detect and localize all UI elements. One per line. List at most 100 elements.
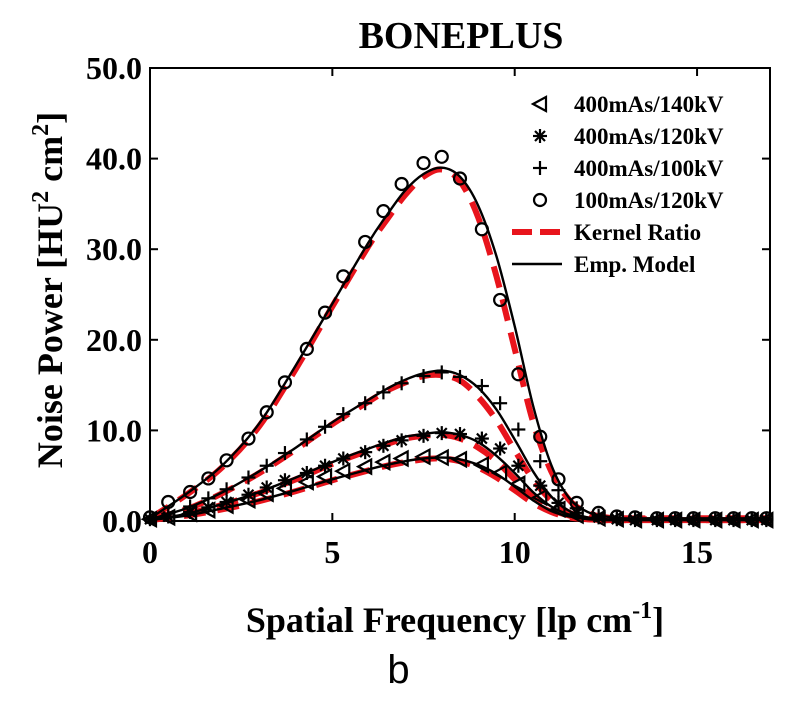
plus-data-point — [318, 419, 333, 434]
circle-data-point — [376, 204, 391, 219]
circle-data-point — [241, 431, 256, 446]
y-axis-label-mid: cm — [30, 136, 70, 191]
x-axis-label-end: ] — [652, 600, 664, 640]
x-tick-label: 0 — [142, 534, 158, 570]
y-tick-label: 40.0 — [86, 141, 142, 177]
y-axis-label-sup2: 2 — [28, 124, 54, 136]
x-axis-label: Spatial Frequency [lp cm-1] — [246, 598, 664, 640]
plus-data-point — [493, 396, 508, 411]
circle-data-point — [452, 171, 468, 186]
circle-data-point — [161, 494, 176, 510]
triangle-left-data-point — [450, 450, 468, 469]
triangle-left-data-point — [530, 488, 548, 507]
y-tick-label: 10.0 — [86, 412, 142, 448]
y-tick-label: 20.0 — [86, 322, 142, 358]
circle-data-point — [474, 222, 489, 237]
y-axis-label-sup1: 2 — [28, 191, 54, 203]
plus-data-point — [358, 396, 373, 411]
triangle-left-data-point — [472, 455, 489, 474]
plus-data-point — [183, 499, 198, 514]
plus-data-point — [511, 422, 526, 437]
circle-data-point — [627, 510, 643, 525]
plus-data-point — [161, 506, 176, 521]
plot-frame — [149, 67, 771, 522]
triangle-left-data-point — [490, 464, 508, 482]
triangle-left-data-point — [333, 462, 351, 481]
y-tick-label: 50.0 — [86, 50, 142, 86]
circle-data-point — [609, 509, 624, 524]
circle-data-point — [183, 484, 198, 500]
legend-marker-triangle-left — [530, 95, 548, 113]
circle-data-point — [759, 511, 774, 526]
asterisk-data-point — [299, 465, 314, 480]
plus-data-point — [474, 379, 489, 394]
x-tick-label: 10 — [499, 534, 531, 570]
emp-model-curve-4 — [149, 456, 770, 522]
asterisk-data-point — [416, 428, 431, 443]
asterisk-data-point — [318, 458, 333, 473]
y-axis-ticks: 0.0 10.0 20.0 30.0 40.0 50.0 — [86, 50, 770, 539]
asterisk-data-point — [277, 473, 292, 488]
asterisk-data-point — [533, 478, 548, 493]
circle-data-point — [259, 405, 274, 420]
circle-data-point — [726, 511, 741, 526]
y-axis-label-main: Noise Power [HU — [30, 203, 70, 468]
triangle-left-data-point — [414, 447, 431, 466]
asterisk-data-point — [376, 438, 391, 453]
circle-data-point — [219, 453, 234, 468]
asterisk-data-point — [551, 495, 566, 510]
panel-label: b — [387, 648, 410, 692]
legend-label: 100mAs/120kV — [574, 188, 724, 213]
legend: 400mAs/140kV 400mAs/120kV 400mAs/100kV 100m… — [512, 92, 724, 277]
plus-data-point — [241, 470, 256, 485]
legend-marker-asterisk — [533, 129, 547, 143]
y-tick-label: 0.0 — [102, 503, 142, 539]
circle-data-point — [142, 510, 158, 525]
plus-data-point — [299, 432, 314, 447]
asterisk-data-point — [511, 458, 526, 473]
circle-data-point — [299, 341, 314, 356]
y-axis-label: Noise Power [HU2 cm2] — [28, 112, 70, 468]
plus-data-point — [453, 369, 467, 384]
asterisk-data-point — [358, 445, 373, 460]
plus-data-point — [336, 407, 351, 422]
plus-data-point — [201, 491, 216, 506]
circle-data-point — [493, 292, 508, 308]
triangle-left-data-point — [509, 475, 526, 493]
x-axis-label-main: Spatial Frequency [lp cm — [246, 600, 632, 640]
x-axis-ticks: 0 5 10 15 — [142, 68, 713, 570]
circle-data-point — [744, 511, 759, 526]
legend-label: 400mAs/100kV — [574, 156, 724, 181]
asterisk-data-point — [259, 480, 274, 495]
x-tick-label: 5 — [324, 534, 340, 570]
asterisk-data-point — [493, 441, 508, 456]
plus-data-point — [376, 385, 391, 400]
circle-data-point — [551, 472, 566, 487]
circle-data-point — [569, 495, 584, 510]
asterisk-data-point — [336, 451, 351, 466]
plus-data-point — [259, 458, 274, 473]
triangle-left-data-point — [432, 448, 449, 467]
asterisk-data-point — [453, 427, 467, 442]
plot-border — [149, 67, 771, 522]
plus-data-point — [219, 482, 234, 497]
triangle-left-data-point — [374, 453, 391, 471]
circle-data-point — [649, 511, 665, 526]
plus-data-point — [277, 446, 292, 461]
circle-data-point — [686, 511, 701, 526]
asterisk-data-point — [474, 431, 489, 446]
legend-marker-plus — [533, 161, 547, 175]
asterisk-data-point — [241, 487, 256, 502]
circle-data-point — [434, 149, 449, 164]
kernel-ratio-curve-4 — [149, 455, 770, 524]
asterisk-data-point — [434, 426, 449, 441]
circle-data-point — [591, 505, 606, 520]
data-markers — [140, 149, 774, 529]
x-axis-label-sup: -1 — [632, 598, 652, 624]
triangle-left-data-point — [315, 467, 333, 486]
legend-label: 400mAs/140kV — [574, 92, 724, 117]
circle-data-point — [317, 305, 333, 320]
circle-data-point — [394, 176, 409, 192]
circle-data-point — [533, 429, 548, 444]
